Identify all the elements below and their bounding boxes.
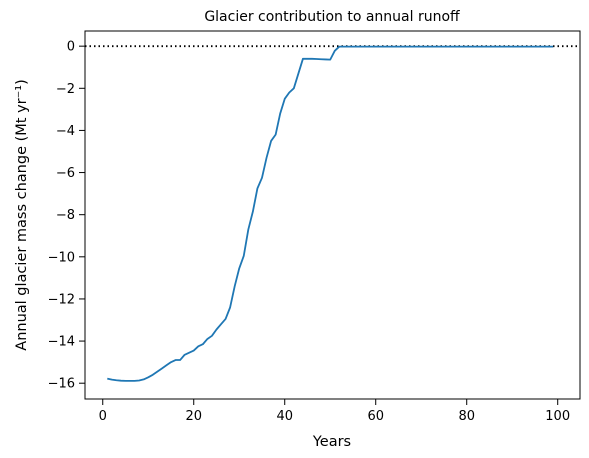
chart-title: Glacier contribution to annual runoff — [204, 9, 460, 25]
x-tick-label: 0 — [99, 409, 107, 424]
y-tick-label: 0 — [67, 40, 75, 55]
plot-frame — [84, 30, 581, 400]
plot-area — [84, 30, 581, 400]
x-tick-label: 40 — [276, 409, 293, 424]
x-tick-label: 100 — [545, 409, 570, 424]
y-tick-label: −12 — [48, 292, 75, 307]
x-tick-label: 20 — [185, 409, 202, 424]
x-axis-title: Years — [312, 434, 351, 450]
y-tick-label: −2 — [56, 82, 75, 97]
x-tick-label: 80 — [458, 409, 475, 424]
series-line — [107, 45, 554, 382]
y-tick-label: −14 — [48, 335, 75, 350]
y-tick-label: −6 — [56, 166, 75, 181]
y-tick-label: −16 — [48, 377, 75, 392]
y-axis: 0 −2 −4 −6 −8 −10 −12 −14 −16 — [48, 40, 85, 392]
x-axis: 0 20 40 60 80 100 — [99, 399, 570, 424]
x-tick-label: 60 — [367, 409, 384, 424]
y-axis-title: Annual glacier mass change (Mt yr⁻¹) — [14, 79, 30, 350]
y-tick-label: −10 — [48, 250, 75, 265]
y-tick-label: −8 — [56, 208, 75, 223]
y-tick-label: −4 — [56, 124, 75, 139]
